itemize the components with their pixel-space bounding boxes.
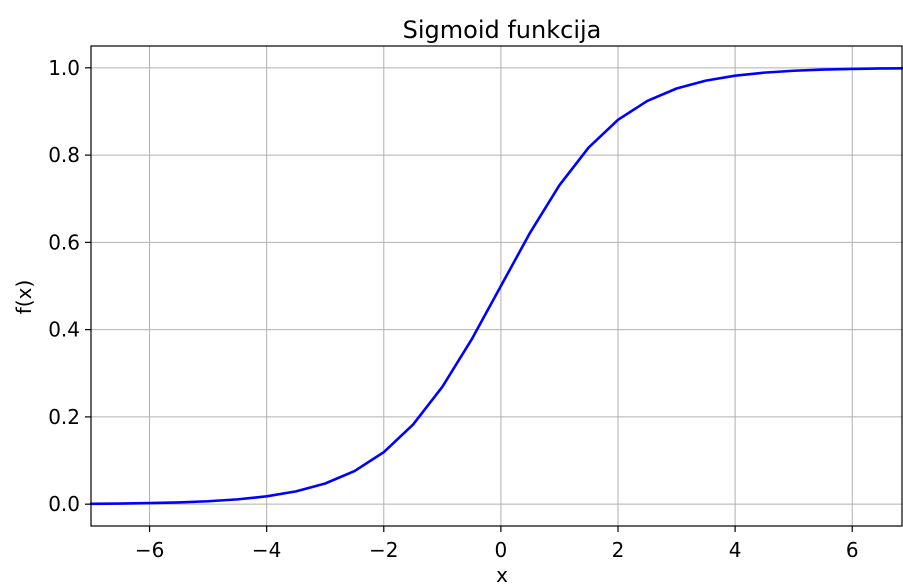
plot-frame (90, 45, 903, 527)
y-tick-label: 0.0 (48, 492, 80, 516)
ticks-layer: −6 −4 −2 0 2 4 6 0.0 0.2 0.4 0.6 0.8 1.0 (48, 56, 858, 562)
x-tick-label: −4 (252, 538, 281, 562)
x-axis-label: x (496, 563, 508, 584)
x-tick-label: 2 (612, 538, 625, 562)
y-tick-label: 1.0 (48, 56, 80, 80)
x-tick-label: 4 (729, 538, 742, 562)
y-tick-label: 0.2 (48, 405, 80, 429)
x-tick-label: 0 (495, 538, 508, 562)
axes-frame (90, 45, 903, 527)
y-tick-label: 0.6 (48, 230, 80, 254)
x-tick-label: −2 (369, 538, 398, 562)
chart-title: Sigmoid funkcija (403, 16, 602, 44)
x-tick-label: 6 (846, 538, 859, 562)
y-tick-label: 0.8 (48, 143, 80, 167)
y-tick-label: 0.4 (48, 318, 80, 342)
series-layer (89, 67, 903, 506)
series-line (89, 67, 903, 506)
grid-lines (91, 46, 902, 526)
x-tick-label: −6 (135, 538, 164, 562)
y-axis-label: f(x) (12, 280, 36, 314)
